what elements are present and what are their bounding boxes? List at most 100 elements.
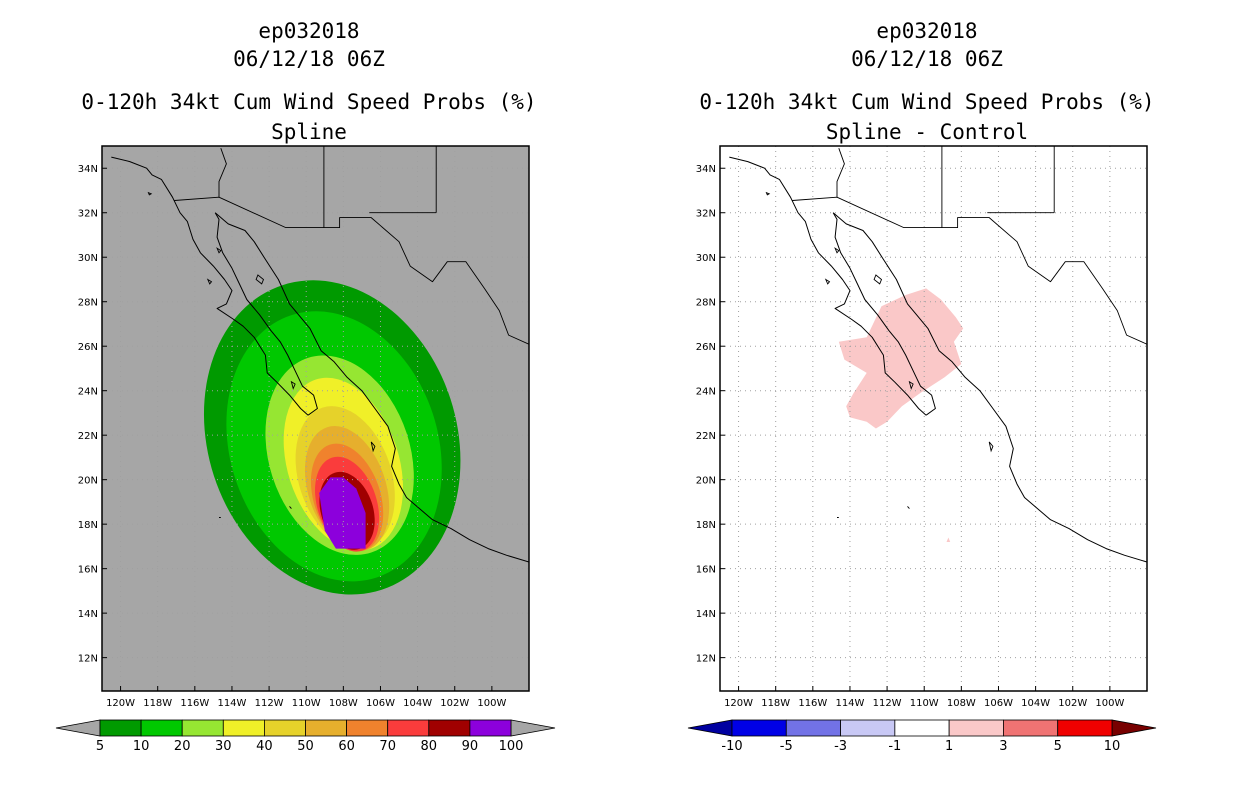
right-title-line-3: 0-120h 34kt Cum Wind Speed Probs (%) bbox=[699, 90, 1154, 114]
island-2 bbox=[824, 278, 831, 285]
right-axis-ticks: 120W 118W 116W 114W 112W 110W 108W 106W 104W 102W… bbox=[696, 164, 1125, 709]
island-7 bbox=[907, 506, 910, 509]
colorbar-arrow-right bbox=[1111, 719, 1157, 737]
colorbar-label-100: 100 bbox=[499, 739, 524, 754]
map-line-mainland bbox=[832, 212, 1147, 563]
y-tick-label-34N: 34N bbox=[696, 164, 716, 175]
island-5 bbox=[216, 247, 222, 254]
map-line-gulfW bbox=[832, 212, 936, 416]
colorbar-swatch-3 bbox=[181, 719, 224, 737]
colorbar-label-10: 10 bbox=[133, 739, 150, 754]
y-tick-label-16N: 16N bbox=[78, 565, 98, 576]
map-line-pacific bbox=[729, 156, 927, 416]
left-title-line-2: 06/12/18 06Z bbox=[233, 47, 385, 71]
colorbar-swatch-2 bbox=[140, 719, 183, 737]
map-line-caAz bbox=[836, 148, 845, 198]
island-3 bbox=[255, 274, 265, 285]
colorbar-label-1: 1 bbox=[945, 739, 953, 754]
colorbar-label--10: -10 bbox=[721, 739, 742, 754]
y-tick-label-32N: 32N bbox=[696, 209, 716, 220]
colorbar-label-40: 40 bbox=[256, 739, 273, 754]
x-tick-label-116W: 116W bbox=[180, 698, 209, 709]
x-tick-label-120W: 120W bbox=[106, 698, 135, 709]
x-tick-label-110W: 110W bbox=[910, 698, 939, 709]
x-tick-label-100W: 100W bbox=[1095, 698, 1124, 709]
y-tick-label-32N: 32N bbox=[78, 209, 98, 220]
left-title-line-3: 0-120h 34kt Cum Wind Speed Probs (%) bbox=[81, 90, 536, 114]
map-line-usmex bbox=[174, 196, 529, 345]
right-title-line-2: 06/12/18 06Z bbox=[851, 47, 1003, 71]
colorbar-label-50: 50 bbox=[297, 739, 314, 754]
x-tick-label-104W: 104W bbox=[1021, 698, 1050, 709]
colorbar-swatch-4 bbox=[222, 719, 265, 737]
island-5 bbox=[834, 247, 840, 254]
map-line-mainland bbox=[214, 212, 529, 563]
colorbar-label-70: 70 bbox=[379, 739, 396, 754]
left-axis-ticks: 120W 118W 116W 114W 112W 110W 108W 106W 104W 102W… bbox=[78, 164, 507, 709]
y-tick-label-26N: 26N bbox=[696, 342, 716, 353]
right-title-line-1: ep032018 bbox=[876, 19, 977, 43]
left-colorbar: 5 10 20 30 40 50 60 70 80 90 100 bbox=[55, 719, 556, 754]
difference-region-2 bbox=[946, 537, 951, 542]
x-tick-label-114W: 114W bbox=[217, 698, 246, 709]
island-7 bbox=[289, 506, 292, 509]
colorbar-swatch-5 bbox=[263, 719, 306, 737]
left-coastlines bbox=[111, 146, 529, 563]
y-tick-label-12N: 12N bbox=[78, 654, 98, 665]
right-map-background bbox=[720, 146, 1147, 691]
y-tick-label-34N: 34N bbox=[78, 164, 98, 175]
island-2 bbox=[206, 278, 213, 285]
colorbar-swatch-7 bbox=[346, 719, 389, 737]
colorbar-label-5: 5 bbox=[96, 739, 104, 754]
colorbar-label-80: 80 bbox=[421, 739, 438, 754]
x-tick-label-116W: 116W bbox=[798, 698, 827, 709]
x-tick-label-110W: 110W bbox=[292, 698, 321, 709]
y-tick-label-18N: 18N bbox=[78, 520, 98, 531]
y-tick-label-24N: 24N bbox=[696, 387, 716, 398]
island-1 bbox=[147, 191, 153, 196]
y-tick-label-22N: 22N bbox=[696, 431, 716, 442]
colorbar-label-30: 30 bbox=[215, 739, 232, 754]
y-tick-label-22N: 22N bbox=[78, 431, 98, 442]
colorbar-swatch-9 bbox=[428, 719, 471, 737]
x-tick-label-112W: 112W bbox=[255, 698, 284, 709]
colorbar-label--1: -1 bbox=[888, 739, 901, 754]
colorbar-arrow-left bbox=[55, 719, 101, 737]
left-map-frame bbox=[101, 145, 530, 692]
colorbar-swatch-10 bbox=[469, 719, 512, 737]
colorbar-label-3: 3 bbox=[999, 739, 1007, 754]
x-tick-label-100W: 100W bbox=[477, 698, 506, 709]
y-tick-label-20N: 20N bbox=[78, 476, 98, 487]
right-difference-fills bbox=[838, 288, 964, 542]
x-tick-label-102W: 102W bbox=[440, 698, 469, 709]
colorbar-swatch-5 bbox=[948, 719, 1004, 737]
colorbar-swatch-3 bbox=[840, 719, 896, 737]
x-tick-label-104W: 104W bbox=[403, 698, 432, 709]
y-tick-label-18N: 18N bbox=[696, 520, 716, 531]
x-tick-label-120W: 120W bbox=[724, 698, 753, 709]
x-tick-label-118W: 118W bbox=[143, 698, 172, 709]
left-title-line-4: Spline bbox=[271, 120, 347, 144]
map-line-gulfW bbox=[214, 212, 318, 416]
colorbar-label-10: 10 bbox=[1104, 739, 1121, 754]
right-gridlines bbox=[720, 146, 1147, 691]
y-tick-label-20N: 20N bbox=[696, 476, 716, 487]
x-tick-label-108W: 108W bbox=[329, 698, 358, 709]
y-tick-label-30N: 30N bbox=[78, 253, 98, 264]
y-tick-label-28N: 28N bbox=[78, 298, 98, 309]
island-4 bbox=[290, 380, 296, 390]
colorbar-swatch-6 bbox=[1003, 719, 1059, 737]
x-tick-label-102W: 102W bbox=[1058, 698, 1087, 709]
x-tick-label-106W: 106W bbox=[366, 698, 395, 709]
right-coastlines bbox=[729, 146, 1147, 563]
colorbar-label-60: 60 bbox=[338, 739, 355, 754]
colorbar-label--3: -3 bbox=[834, 739, 847, 754]
x-tick-label-118W: 118W bbox=[761, 698, 790, 709]
y-tick-label-14N: 14N bbox=[696, 609, 716, 620]
colorbar-arrow-left bbox=[687, 719, 733, 737]
left-gridlines bbox=[102, 146, 529, 691]
x-tick-label-106W: 106W bbox=[984, 698, 1013, 709]
y-tick-label-26N: 26N bbox=[78, 342, 98, 353]
island-1 bbox=[765, 191, 771, 196]
colorbar-swatch-7 bbox=[1057, 719, 1113, 737]
